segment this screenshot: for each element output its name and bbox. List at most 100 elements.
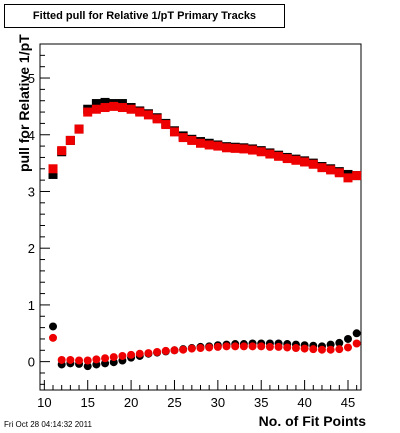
series-3-point	[291, 344, 300, 353]
series-1-point	[91, 104, 101, 114]
series-1-point	[308, 159, 318, 169]
series-3-point	[326, 345, 335, 354]
y-tick-label: 4	[28, 128, 35, 143]
series-1-point	[248, 145, 258, 155]
series-2-point	[352, 329, 361, 338]
chart-title: Fitted pull for Relative 1/pT Primary Tr…	[4, 4, 285, 28]
series-3-point	[161, 346, 170, 355]
x-tick-label: 40	[297, 395, 311, 410]
series-1-point	[135, 107, 145, 117]
y-tick-label: 3	[28, 184, 35, 199]
series-3-point	[144, 349, 153, 358]
x-tick-label: 20	[124, 395, 138, 410]
series-1-point	[300, 157, 310, 167]
series-2-point	[83, 362, 92, 371]
series-3-point	[335, 345, 344, 354]
series-3-point	[75, 356, 84, 365]
series-3-point	[257, 342, 266, 351]
series-2-point	[335, 338, 344, 347]
series-3-point	[118, 351, 127, 360]
series-3-point	[49, 333, 58, 342]
series-3-point	[170, 346, 179, 355]
series-3-point	[153, 347, 162, 356]
series-3-point	[135, 349, 144, 358]
series-3-point	[317, 345, 326, 354]
series-1-point	[100, 103, 110, 113]
series-1-point	[178, 133, 188, 143]
series-1-point	[117, 103, 127, 113]
y-tick-label: 2	[28, 241, 35, 256]
series-0-point	[100, 97, 110, 107]
series-1-point	[152, 114, 162, 124]
series-1-point	[109, 101, 119, 111]
series-1-point	[256, 147, 266, 157]
series-1-point	[317, 163, 327, 173]
series-1-point	[352, 171, 362, 181]
series-1-point	[65, 135, 75, 145]
series-3-point	[57, 355, 66, 364]
series-3-point	[205, 343, 214, 352]
series-3-point	[231, 342, 240, 351]
series-3-point	[248, 342, 257, 351]
series-1-point	[230, 143, 240, 153]
series-3-point	[213, 342, 222, 351]
series-1-point	[48, 164, 58, 174]
series-1-point	[343, 173, 353, 183]
series-1-point	[74, 124, 84, 134]
x-tick-label: 45	[341, 395, 355, 410]
series-1-point	[143, 110, 153, 120]
y-tick-label: 0	[28, 355, 35, 370]
series-1-point	[282, 154, 292, 164]
series-3-point	[179, 345, 188, 354]
series-2-point	[343, 334, 352, 343]
series-1-point	[204, 140, 214, 150]
series-3-point	[187, 344, 196, 353]
series-3-point	[283, 343, 292, 352]
series-1-point	[334, 168, 344, 178]
series-1-point	[83, 107, 93, 117]
series-1-point	[126, 104, 136, 114]
y-axis-label: pull for Relative 1/pT	[16, 34, 32, 172]
series-3-point	[66, 355, 75, 364]
timestamp-footer: Fri Oct 28 04:14:32 2011	[4, 420, 92, 429]
series-3-point	[309, 345, 318, 354]
series-3-point	[343, 343, 352, 352]
series-3-point	[274, 342, 283, 351]
series-3-point	[127, 350, 136, 359]
series-1-point	[169, 127, 179, 137]
series-3-point	[196, 344, 205, 353]
x-tick-label: 15	[80, 395, 94, 410]
series-3-point	[101, 354, 110, 363]
series-1-point	[326, 165, 336, 175]
series-2-point	[49, 322, 58, 331]
series-3-point	[265, 342, 274, 351]
x-tick-label: 25	[167, 395, 181, 410]
series-3-point	[109, 353, 118, 362]
series-1-point	[196, 138, 205, 148]
series-1-point	[274, 151, 284, 161]
series-1-point	[187, 135, 197, 145]
series-1-point	[291, 155, 301, 165]
series-3-point	[83, 356, 92, 365]
series-3-point	[239, 342, 248, 351]
y-tick-label: 1	[28, 298, 35, 313]
series-1-point	[239, 144, 249, 154]
series-0-point	[91, 99, 101, 109]
y-tick-label: 5	[28, 71, 35, 86]
series-1-point	[57, 146, 67, 156]
series-3-point	[92, 355, 101, 364]
series-3-point	[352, 339, 361, 348]
x-tick-label: 10	[37, 395, 51, 410]
series-1-point	[265, 149, 275, 159]
series-1-point	[222, 143, 232, 153]
series-1-point	[213, 141, 223, 151]
series-1-point	[161, 120, 171, 130]
series-3-point	[222, 342, 231, 351]
x-tick-label: 35	[254, 395, 268, 410]
x-axis-label: No. of Fit Points	[258, 413, 366, 429]
plot-frame	[39, 43, 362, 391]
x-tick-label: 30	[211, 395, 225, 410]
series-3-point	[300, 344, 309, 353]
series-0-point	[48, 169, 58, 179]
